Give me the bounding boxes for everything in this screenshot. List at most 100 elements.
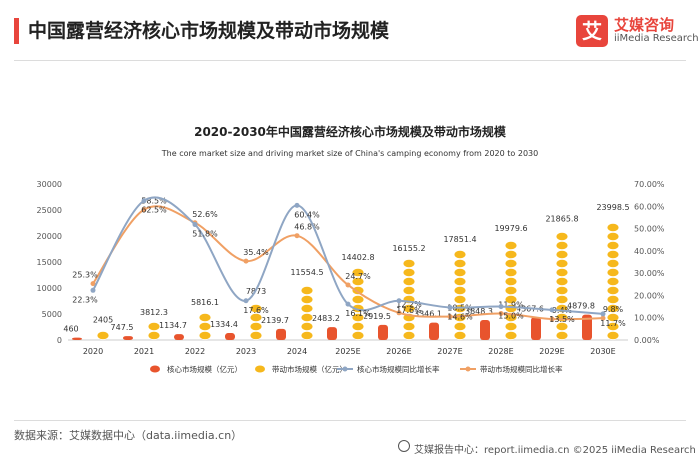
driving-growth-label: 9.8% xyxy=(603,305,624,314)
core-market-label: 4879.8 xyxy=(567,302,595,311)
driving-market-label: 21865.8 xyxy=(545,214,578,223)
y-left-tick-label: 25000 xyxy=(37,206,62,215)
legend-swatch xyxy=(255,365,265,373)
core-market-bar xyxy=(72,337,82,340)
y-left-tick-label: 5000 xyxy=(42,310,62,319)
x-tick-label: 2026E xyxy=(386,347,411,356)
driving-growth-label: 46.8% xyxy=(294,223,320,232)
legend-swatch-dot xyxy=(342,366,348,372)
core-growth-point xyxy=(498,304,504,310)
driving-growth-point xyxy=(498,310,504,316)
legend-label: 带动市场规模（亿元） xyxy=(272,364,347,374)
driving-market-bar xyxy=(249,303,263,341)
driving-market-label: 11554.5 xyxy=(290,268,323,277)
core-growth-label: 14.6% xyxy=(447,312,473,321)
brand-name: 艾媒咨询 xyxy=(614,16,675,34)
driving-growth-point xyxy=(600,315,606,321)
y-left-tick-label: 30000 xyxy=(37,180,62,189)
driving-market-label: 14402.8 xyxy=(341,253,374,262)
driving-growth-label: 25.3% xyxy=(72,271,98,280)
core-growth-point xyxy=(447,304,453,310)
footer-copyright: 艾媒报告中心：report.iimedia.cn ©2025 iiMedia R… xyxy=(398,441,700,456)
core-growth-label: 51.8% xyxy=(192,230,218,239)
core-market-bar xyxy=(429,322,439,340)
y-left-tick-label: 15000 xyxy=(37,258,62,267)
core-growth-point xyxy=(345,301,351,307)
x-tick-label: 2028E xyxy=(488,347,513,356)
driving-market-bar xyxy=(96,330,110,341)
core-growth-label: 15.0% xyxy=(498,312,524,321)
core-market-bar xyxy=(174,334,184,340)
driving-market-bar xyxy=(351,267,365,341)
core-market-label: 747.5 xyxy=(111,323,134,332)
driving-market-bar xyxy=(198,312,212,341)
core-growth-label: 22.3% xyxy=(72,295,98,304)
brand-name-en: iiMedia Research xyxy=(614,33,699,44)
driving-growth-label: 12.2% xyxy=(396,300,422,309)
core-growth-label: 17.6% xyxy=(243,306,269,315)
x-tick-label: 2029E xyxy=(539,347,564,356)
y-left-tick-label: 0 xyxy=(57,336,62,345)
x-tick-label: 2027E xyxy=(437,347,462,356)
driving-market-label: 19979.6 xyxy=(494,224,527,233)
core-growth-label: 17.6% xyxy=(396,306,422,315)
y-left-tick-label: 20000 xyxy=(37,232,62,241)
core-growth-point xyxy=(243,298,249,304)
core-market-label: 2139.7 xyxy=(261,316,289,325)
driving-market-bar xyxy=(606,222,620,341)
x-tick-label: 2024 xyxy=(287,347,307,356)
core-market-bar xyxy=(582,314,592,340)
legend-swatch-dot xyxy=(465,366,471,372)
driving-growth-point xyxy=(549,316,555,322)
driving-growth-label: 58.5% xyxy=(141,197,167,206)
x-tick-label: 2022 xyxy=(185,347,205,356)
driving-market-label: 3812.3 xyxy=(140,308,168,317)
y-right-tick-label: 20.00% xyxy=(634,291,665,300)
x-tick-label: 2020 xyxy=(83,347,103,356)
legend-label: 带动市场规模同比增长率 xyxy=(480,364,563,374)
driving-market-label: 17851.4 xyxy=(443,235,476,244)
core-growth-label: 11.7% xyxy=(600,319,626,328)
x-tick-label: 2023 xyxy=(236,347,256,356)
driving-market-label: 23998.5 xyxy=(596,203,629,212)
driving-growth-point xyxy=(396,310,402,316)
x-tick-label: 2030E xyxy=(590,347,615,356)
core-market-bar xyxy=(276,328,286,340)
core-market-label: 1334.4 xyxy=(210,320,238,329)
driving-market-bar xyxy=(504,240,518,341)
core-growth-label: 62.5% xyxy=(141,206,167,215)
y-left-tick-label: 10000 xyxy=(37,284,62,293)
core-growth-label: 13.5% xyxy=(549,315,575,324)
driving-market-bar xyxy=(555,231,569,341)
y-right-tick-label: 50.00% xyxy=(634,225,665,234)
y-right-tick-label: 70.00% xyxy=(634,180,665,189)
core-growth-point xyxy=(549,307,555,313)
core-market-bar xyxy=(378,324,388,340)
legend-label: 核心市场规模同比增长率 xyxy=(357,364,440,374)
core-growth-point xyxy=(192,222,198,228)
y-right-tick-label: 10.00% xyxy=(634,314,665,323)
y-right-tick-label: 40.00% xyxy=(634,247,665,256)
brand-logo: 艾 xyxy=(576,15,608,47)
footer-divider xyxy=(14,420,686,421)
driving-market-label: 2405 xyxy=(93,315,113,324)
x-tick-label: 2025E xyxy=(335,347,360,356)
core-market-label: 3346.1 xyxy=(414,310,442,319)
footer-source: 数据来源：艾媒数据中心（data.iimedia.cn） xyxy=(14,429,243,442)
driving-growth-label: 35.4% xyxy=(243,248,269,257)
driving-market-bar xyxy=(147,321,161,341)
y-right-tick-label: 30.00% xyxy=(634,269,665,278)
legend-swatch xyxy=(150,365,160,373)
driving-market-bar xyxy=(300,285,314,341)
title-accent-bar xyxy=(14,18,19,44)
driving-growth-point xyxy=(345,282,351,288)
driving-market-label: 5816.1 xyxy=(191,298,219,307)
core-market-label: 2483.2 xyxy=(312,314,340,323)
driving-growth-point xyxy=(243,258,249,264)
core-market-bar xyxy=(123,336,133,340)
y-right-tick-label: 0.00% xyxy=(634,336,660,345)
core-market-label: 2919.5 xyxy=(363,312,391,321)
core-growth-label: 60.4% xyxy=(294,210,320,219)
driving-growth-label: 11.9% xyxy=(498,300,524,309)
driving-growth-label: 24.7% xyxy=(345,272,371,281)
